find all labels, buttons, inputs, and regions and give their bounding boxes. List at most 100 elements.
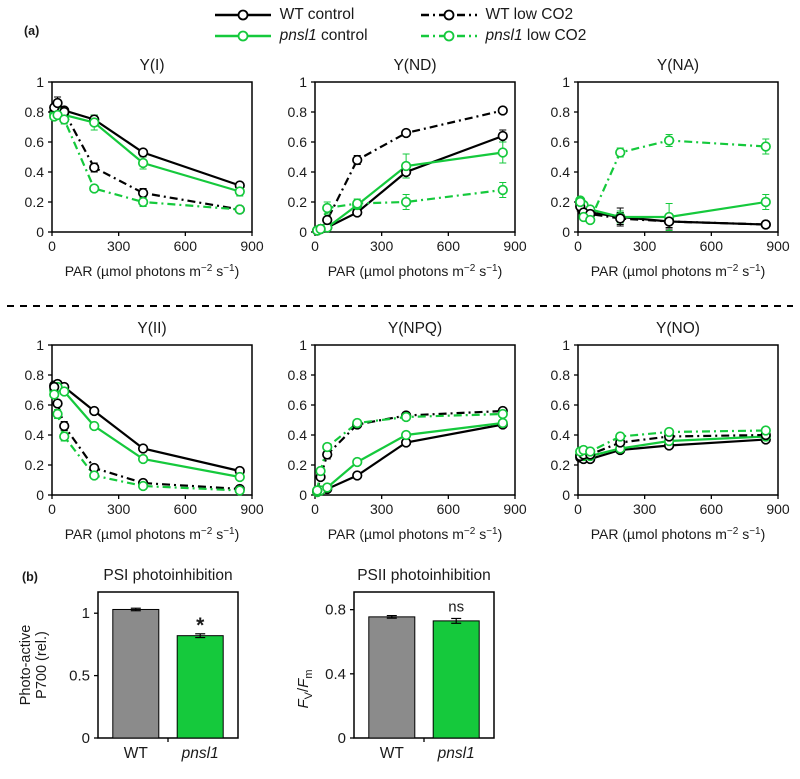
chart-svg-psii-photoinhibition: PSII photoinhibition 0 0.4 0.8 FV/Fm WT ns pnsl… [295, 567, 495, 762]
y-tick-label: 0.2 [551, 457, 571, 473]
data-point [615, 213, 626, 224]
y-tick-label: 1 [299, 337, 307, 353]
x-tick-label: 300 [633, 501, 657, 517]
y-tick-label: 0.6 [551, 134, 571, 150]
x-tick-label: 0 [48, 238, 56, 254]
series-markers-pnsl1-control [312, 417, 508, 498]
data-point [234, 186, 245, 197]
y-tick-label: 0.8 [288, 104, 308, 120]
bar-rect [432, 620, 480, 739]
data-point [760, 196, 771, 208]
plot-box [353, 591, 495, 739]
chart-y-na: Y(NA) 0 0.2 0.4 0.6 0.8 1 0 300 600 900 PAR (µmol p… [534, 52, 797, 297]
y-axis-label: Photo-active [18, 625, 34, 706]
panel-b-label: (b) [22, 570, 38, 584]
data-point [352, 470, 363, 481]
series-markers-pnsl1-control [312, 147, 508, 236]
data-point [137, 443, 149, 454]
bar-rect [176, 635, 224, 739]
legend-label: pnsl1 control [279, 27, 368, 44]
data-point [52, 97, 63, 109]
bar-pnsl1 [176, 633, 224, 739]
series-line [53, 394, 240, 492]
series-wt-low-co2 [50, 385, 244, 491]
data-point [760, 219, 771, 230]
y-tick-label: 1 [36, 74, 44, 90]
data-point [663, 135, 675, 146]
chart-title: Y(I) [140, 57, 165, 74]
y-tick-label: 0 [299, 224, 307, 240]
panel-b: (b) PSI photoinhibition 0 0.5 1 Photo-active… [0, 566, 800, 771]
data-point [137, 196, 149, 208]
x-tick-label: 0 [311, 501, 319, 517]
x-tick-label: 900 [240, 501, 264, 517]
y-tick-label: 0 [562, 224, 570, 240]
series-wt-low-co2 [313, 407, 507, 493]
data-point [312, 485, 323, 496]
data-point [322, 441, 333, 453]
legend-marker-icon [420, 30, 477, 42]
bar-category-label: pnsl1 [437, 745, 475, 762]
panel-a-label: (a) [24, 24, 40, 38]
y-tick-label: 0 [338, 730, 346, 747]
data-point [497, 130, 508, 142]
chart-row-bars: PSI photoinhibition 0 0.5 1 Photo-active P700… [0, 566, 800, 771]
data-point [400, 160, 412, 172]
x-tick-label: 300 [370, 501, 394, 517]
y-tick-label: 0 [36, 487, 44, 503]
data-point [89, 470, 100, 481]
plot-box [314, 81, 516, 233]
data-point [59, 420, 70, 432]
x-tick-label: 300 [633, 238, 657, 254]
chart-title: PSII photoinhibition [357, 567, 491, 584]
data-point [400, 196, 412, 208]
data-point [89, 420, 100, 432]
chart-title: Y(ND) [393, 57, 436, 74]
data-point [89, 405, 100, 417]
data-point [315, 465, 326, 477]
series-line [53, 386, 240, 491]
y-tick-label: 0.5 [69, 668, 90, 685]
chart-svg-psi-photoinhibition: PSI photoinhibition 0 0.5 1 Photo-active P700… [18, 567, 239, 762]
legend-item-wt-low-co2: WT low CO2 [420, 6, 587, 24]
x-tick-label: 900 [766, 238, 790, 254]
chart-title: Y(II) [137, 320, 166, 337]
y-tick-label: 0.6 [288, 134, 308, 150]
x-tick-label: 300 [370, 238, 394, 254]
y-tick-label: 0.4 [288, 164, 308, 180]
y-tick-label: 0.6 [25, 134, 45, 150]
data-point [322, 214, 333, 226]
x-tick-label: 600 [437, 238, 461, 254]
legend-item-pnsl1-control: pnsl1 control [214, 27, 368, 45]
x-axis-label: PAR (µmol photons m−2 s−1) [328, 526, 503, 542]
data-point [137, 157, 149, 169]
legend-label: pnsl1 low CO2 [485, 27, 587, 44]
bar-rect [112, 608, 160, 739]
series-markers-pnsl1-low-co2 [49, 389, 245, 496]
y-tick-label: 0.4 [551, 164, 571, 180]
series-pnsl1-low-co2 [576, 134, 770, 224]
series-markers-pnsl1-control [575, 195, 771, 223]
bar-wt [112, 607, 160, 739]
plot-box [577, 81, 779, 233]
y-tick-label: 0 [562, 487, 570, 503]
chart-psii-photoinhibition: PSII photoinhibition 0 0.4 0.8 FV/Fm WT ns pnsl… [284, 566, 514, 771]
data-point [760, 141, 771, 152]
legend-marker-icon [420, 9, 477, 21]
data-point [234, 471, 245, 483]
data-point [137, 187, 149, 199]
data-point [89, 117, 100, 128]
series-pnsl1-low-co2 [313, 410, 507, 493]
data-point [497, 105, 508, 116]
y-tick-label: 0.8 [25, 104, 45, 120]
data-point [137, 480, 149, 492]
data-point [234, 485, 245, 496]
y-tick-label: 0.4 [551, 427, 571, 443]
series-pnsl1-control [313, 141, 507, 232]
data-point [615, 431, 626, 442]
chart-title: Y(NPQ) [388, 320, 442, 337]
